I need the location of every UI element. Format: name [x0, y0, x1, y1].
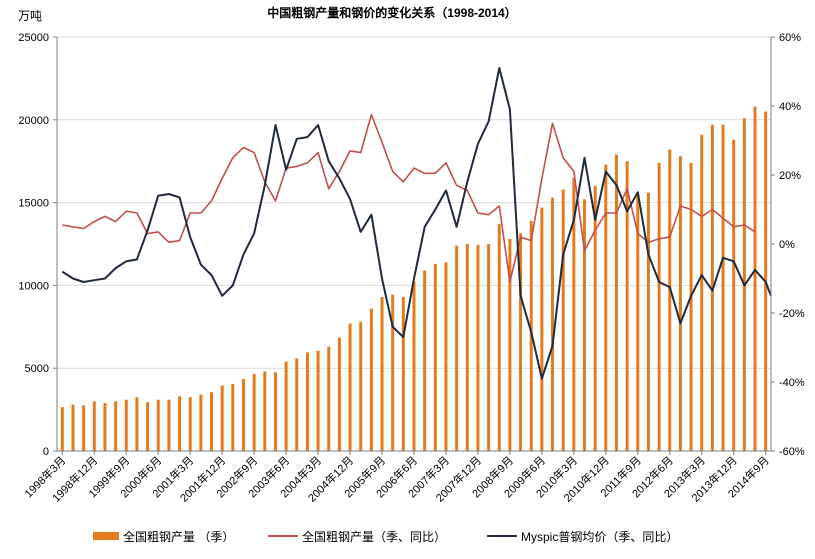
bar	[124, 399, 128, 451]
bar	[636, 194, 640, 451]
bar	[156, 399, 160, 451]
bar	[359, 321, 363, 451]
left-axis-unit: 万吨	[18, 9, 42, 23]
right-tick-label: -20%	[779, 308, 805, 320]
bar	[242, 378, 245, 451]
bar	[721, 124, 725, 451]
bar	[199, 394, 203, 451]
bar	[423, 270, 427, 451]
bar	[348, 323, 352, 451]
bar-layer	[60, 106, 768, 452]
bar	[71, 404, 75, 451]
bar	[305, 352, 309, 451]
bar	[273, 372, 277, 451]
bar	[572, 177, 576, 451]
left-tick-label: 0	[43, 446, 49, 458]
bar	[519, 233, 523, 451]
bar	[231, 383, 235, 451]
legend-label: 全国粗钢产量（季、同比）	[302, 529, 446, 544]
bar	[487, 244, 491, 451]
bar	[689, 162, 693, 451]
legend-label: Myspic普钢均价（季、同比）	[521, 530, 678, 544]
series-line-production-yoy	[62, 113, 756, 283]
right-tick-label: 40%	[779, 101, 801, 113]
bar	[316, 350, 320, 451]
bar	[444, 262, 448, 451]
left-tick-label: 10000	[18, 280, 49, 292]
bar	[497, 224, 501, 451]
bar	[561, 189, 565, 452]
chart-title: 中国粗钢产量和钢价的变化关系（1998-2014）	[267, 5, 516, 20]
legend-layer: 全国粗钢产量 （季） 全国粗钢产量（季、同比） Myspic普钢均价（季、同比）	[93, 529, 678, 544]
left-tick-label: 25000	[18, 32, 49, 44]
bar	[146, 402, 150, 451]
bar	[604, 164, 608, 451]
series-line-price-yoy	[61, 67, 772, 380]
bar	[540, 207, 544, 451]
line-layer	[61, 67, 772, 380]
bar	[188, 397, 192, 451]
bar	[657, 162, 661, 451]
bar	[583, 199, 586, 451]
legend-label: 全国粗钢产量 （季）	[123, 529, 234, 544]
bar	[753, 106, 757, 451]
bar	[380, 296, 384, 451]
right-tick-label: 60%	[779, 32, 801, 44]
left-tick-label: 20000	[18, 115, 49, 127]
bar	[135, 397, 139, 451]
bar	[614, 154, 618, 452]
bar	[92, 401, 96, 451]
bar	[82, 405, 86, 451]
right-tick-label: -60%	[779, 446, 805, 458]
bar	[625, 161, 629, 451]
bar	[391, 294, 395, 451]
bar	[465, 244, 469, 451]
right-tick-label: 20%	[779, 170, 801, 182]
grid-layer	[57, 36, 771, 369]
bar	[167, 399, 171, 451]
bar	[551, 197, 555, 451]
legend-swatch-bar	[93, 532, 119, 540]
left-tick-label: 15000	[18, 198, 49, 210]
bar	[508, 239, 512, 451]
bar	[369, 308, 373, 451]
bar	[668, 149, 672, 451]
bar	[700, 134, 704, 452]
bar	[455, 245, 459, 451]
right-tick-label: -40%	[779, 377, 805, 389]
bar	[210, 392, 214, 451]
bar	[678, 156, 682, 451]
bar	[433, 263, 437, 451]
bar	[178, 396, 182, 451]
bar	[646, 192, 650, 451]
bar	[263, 371, 267, 451]
bar	[412, 281, 416, 451]
left-tick-label: 5000	[25, 363, 49, 375]
bar	[732, 139, 736, 451]
bar	[103, 402, 107, 451]
bar	[220, 385, 224, 451]
bar	[327, 346, 331, 451]
bar	[284, 361, 288, 451]
bar	[60, 407, 64, 451]
bar	[252, 373, 256, 451]
bar	[295, 358, 299, 451]
right-tick-label: 0%	[779, 239, 795, 251]
bar	[476, 244, 480, 451]
bar	[593, 186, 597, 452]
bar	[337, 337, 341, 451]
bar	[114, 401, 118, 451]
bar	[401, 296, 405, 451]
